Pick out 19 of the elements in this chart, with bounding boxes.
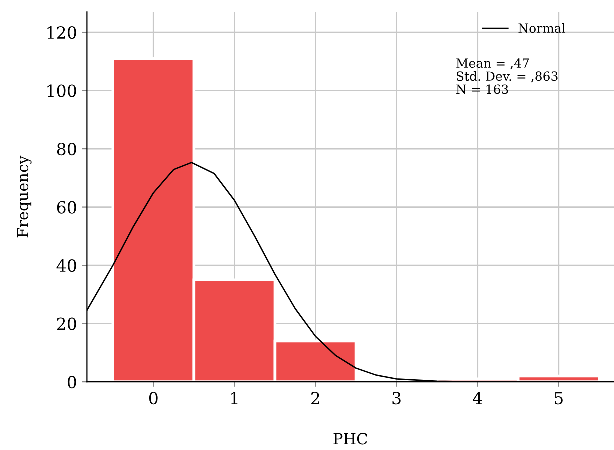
x-tick-label: 1	[231, 392, 238, 404]
x-tick-label: 5	[555, 392, 563, 405]
x-tick-label: 0	[149, 392, 158, 405]
y-tick-label: 100	[48, 84, 76, 98]
y-tick-label: 60	[57, 201, 76, 214]
y-tick-label: 120	[48, 26, 76, 40]
x-tick-label: 3	[392, 392, 401, 405]
annotation: Mean = ,47	[456, 58, 530, 70]
legend-label: Normal	[518, 23, 566, 34]
y-tick-label: 0	[68, 376, 76, 389]
x-tick-label: 2	[312, 392, 320, 404]
y-tick-label: 40	[56, 260, 76, 272]
annotation: Std. Dev. = ,863	[457, 71, 558, 83]
y-axis-title: Frequency	[17, 156, 32, 238]
x-tick-label: 4	[473, 392, 482, 404]
y-tick-label: 80	[57, 143, 76, 156]
y-tick-label: 20	[57, 318, 76, 330]
x-axis-title: PHC	[334, 433, 368, 445]
annotation: N = 163	[456, 84, 508, 94]
